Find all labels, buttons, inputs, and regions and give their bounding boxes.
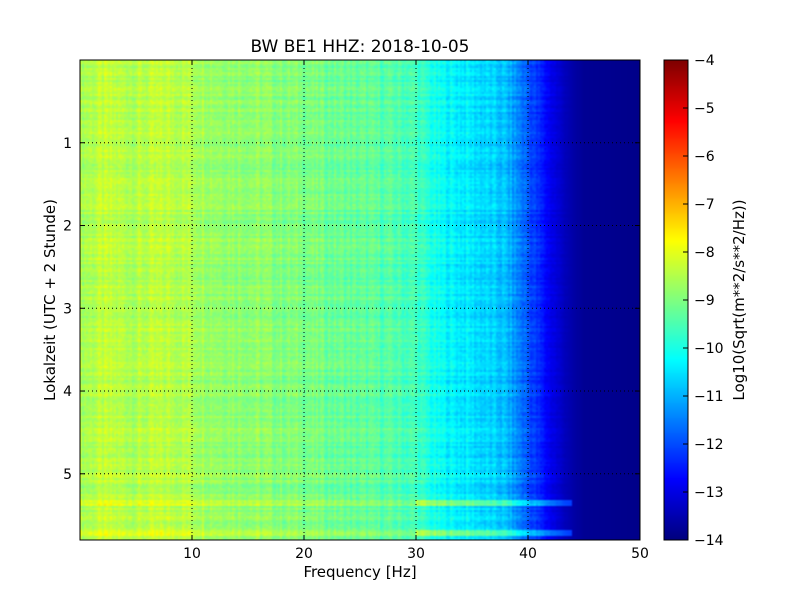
colorbar-tick-label: −14: [694, 533, 724, 549]
chart-title: BW BE1 HHZ: 2018-10-05: [250, 37, 469, 57]
x-tick-label: 50: [631, 546, 649, 562]
colorbar-tick-label: −8: [694, 245, 715, 261]
plot-frame: [79, 59, 641, 541]
y-tick-label: 2: [63, 219, 72, 235]
grid-lines: [80, 60, 640, 540]
y-axis-ticks: 1 2 3 4 5: [63, 136, 640, 483]
x-tick-label: 10: [183, 546, 201, 562]
y-tick-label: 3: [63, 301, 72, 317]
colorbar-tick-label: −13: [694, 485, 724, 501]
colorbar-label: Log10(Sqrt(m**2/s**2/Hz)): [730, 199, 748, 400]
y-tick-label: 4: [63, 384, 72, 400]
y-tick-label: 1: [63, 136, 72, 152]
x-tick-label: 40: [519, 546, 537, 562]
y-tick-label: 5: [63, 467, 72, 483]
colorbar-tick-label: −7: [694, 197, 715, 213]
colorbar-tick-label: −9: [694, 293, 715, 309]
plot-area: [79, 59, 641, 541]
y-axis-label: Lokalzeit (UTC + 2 Stunde): [41, 199, 59, 401]
x-axis-label: Frequency [Hz]: [303, 563, 416, 581]
colorbar-tick-label: −5: [694, 101, 715, 117]
x-axis-ticks: 10 20 30 40 50: [183, 60, 649, 562]
x-tick-label: 20: [295, 546, 313, 562]
spectrogram-heatmap: [80, 60, 640, 540]
colorbar-tick-label: −12: [694, 437, 724, 453]
colorbar-tick-label: −6: [694, 149, 715, 165]
colorbar-ticks: −4 −5 −6 −7 −8 −9 −10 −11 −12 −13 −14: [683, 53, 724, 549]
x-tick-label: 30: [407, 546, 425, 562]
colorbar-tick-label: −11: [694, 389, 724, 405]
colorbar: −4 −5 −6 −7 −8 −9 −10 −11 −12 −13 −14 Log10(Sqrt(m…: [663, 53, 748, 549]
colorbar-tick-label: −4: [694, 53, 715, 69]
colorbar-tick-label: −10: [694, 341, 724, 357]
